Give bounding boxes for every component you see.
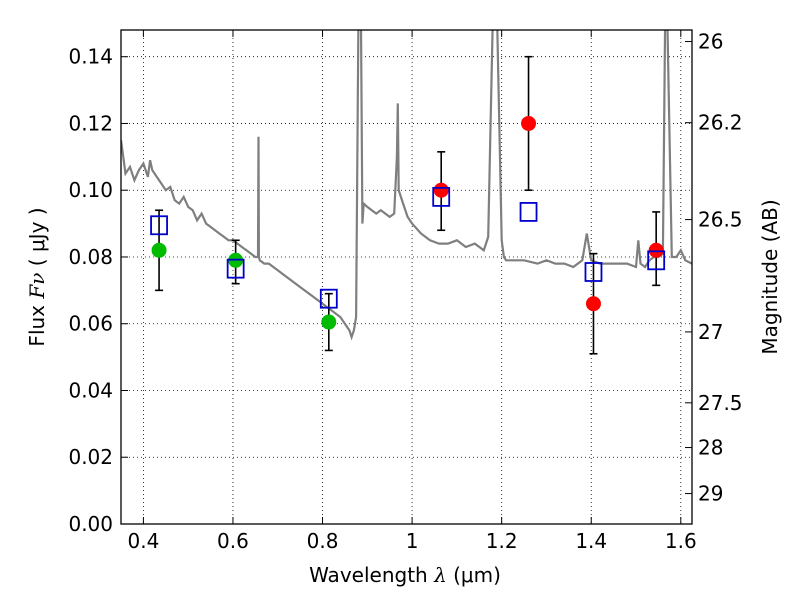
y2-tick-label: 26 [698,30,723,54]
y-tick-label: 0.06 [68,312,113,336]
y-tick-label: 0.10 [68,178,113,202]
data-point-square [584,262,603,282]
data-point-circle [648,242,664,258]
data-point-circle [433,182,449,198]
data-point-square [150,215,168,236]
x-tick-label: 1.4 [575,529,607,553]
y-tick-label: 0.12 [68,111,113,135]
data-point-square [647,250,666,271]
x-tick-label: 1 [406,529,419,553]
data-point-circle [521,115,537,131]
data-point-circle [585,296,601,312]
spectrum-layer [121,30,692,341]
y2-tick-label: 27 [698,320,723,344]
y2-axis: 26 26.2 26.5 27 27.5 28 29 [685,30,743,506]
x-tick-label: 1.6 [665,529,697,553]
y-tick-label: 0.14 [68,45,113,69]
x-axis: 0.4 0.6 0.8 1 1.2 1.4 1.6 [127,30,697,553]
y-axis: 0.00 0.02 0.04 0.06 0.08 0.10 0.12 0.14 [68,45,128,536]
marker-layer [150,115,666,330]
x-tick-label: 0.4 [127,529,159,553]
x-tick-label: 1.2 [486,529,518,553]
x-tick-label: 0.8 [307,529,339,553]
y-axis-title: Flux Fν ( μJy ) [25,207,49,346]
y2-tick-label: 26.2 [698,111,743,135]
plot-frame [120,29,693,525]
y-tick-label: 0.02 [68,445,113,469]
y2-tick-label: 28 [698,436,723,460]
y-tick-label: 0.04 [68,378,113,402]
data-point-circle [321,314,337,330]
y2-tick-label: 26.5 [698,208,743,232]
errorbar-layer [155,55,661,355]
data-point-circle [151,242,167,258]
y-tick-label: 0.00 [68,512,113,536]
y2-tick-label: 27.5 [698,391,743,415]
data-point-square [432,186,451,207]
data-point-square [319,288,338,309]
grid [121,30,692,525]
data-point-square [226,258,245,279]
x-axis-title: Wavelength λ (μm) [309,563,501,587]
model-spectrum-line [121,30,692,341]
y2-axis-title: Magnitude (AB) [758,199,782,354]
y-tick-label: 0.08 [68,245,113,269]
data-point-square [519,202,538,222]
y2-tick-label: 29 [698,482,723,506]
x-tick-label: 0.6 [217,529,249,553]
